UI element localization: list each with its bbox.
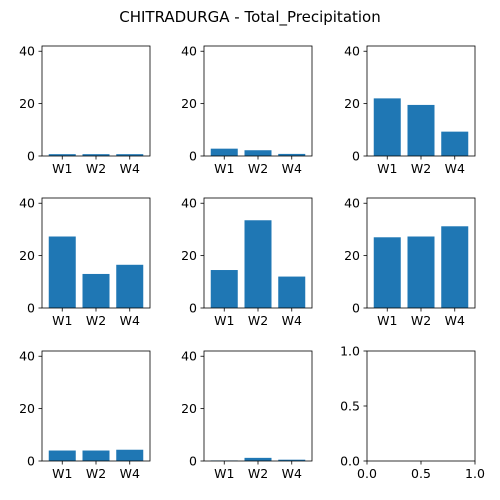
x-tick-label: W2 — [86, 161, 106, 176]
y-tick-label: 20 — [181, 96, 197, 111]
x-tick-label: W2 — [86, 313, 106, 328]
x-tick-label: W2 — [248, 313, 268, 328]
bar-w2 — [82, 450, 110, 461]
x-tick-label: W2 — [248, 161, 268, 176]
x-tick-label: W4 — [282, 161, 302, 176]
x-tick-label: W2 — [86, 466, 106, 481]
x-tick-label: W4 — [120, 466, 140, 481]
bar-w1 — [210, 270, 238, 308]
bar-w2 — [82, 273, 110, 308]
bar-w2 — [244, 150, 272, 156]
y-tick-label: 1.0 — [340, 344, 360, 359]
x-tick-label: W1 — [214, 313, 234, 328]
subplot-8: W1 W2 W4 0 20 40 — [181, 349, 313, 481]
y-tick-label: 40 — [181, 349, 197, 364]
x-tick-label: W1 — [214, 161, 234, 176]
x-tick-label: 1.0 — [465, 466, 485, 481]
bar-w2 — [407, 236, 435, 308]
figure-title: CHITRADURGA - Total_Precipitation — [119, 8, 381, 27]
x-tick-label: W4 — [120, 313, 140, 328]
subplot-2: W1 W2 W4 0 20 40 — [181, 44, 313, 176]
bar-w1 — [210, 148, 238, 156]
axes-frame — [41, 197, 151, 309]
y-tick-label: 40 — [181, 44, 197, 59]
y-tick-label: 20 — [344, 96, 360, 111]
y-tick-label: 0.0 — [340, 454, 360, 469]
y-tick-label: 0 — [189, 149, 197, 164]
bar-w4 — [278, 459, 306, 461]
x-tick-label: W1 — [214, 466, 234, 481]
bar-w1 — [373, 237, 401, 308]
x-tick-label: W2 — [411, 161, 431, 176]
x-tick-label: W4 — [445, 313, 465, 328]
bar-w1 — [48, 154, 76, 156]
y-tick-label: 20 — [19, 401, 35, 416]
y-tick-label: 20 — [19, 248, 35, 263]
y-tick-label: 40 — [19, 196, 35, 211]
x-tick-label: W4 — [282, 313, 302, 328]
y-tick-label: 20 — [19, 96, 35, 111]
x-tick-label: W1 — [377, 161, 397, 176]
bar-w1 — [48, 450, 76, 461]
bar-w4 — [278, 153, 306, 156]
axes-frame — [203, 197, 313, 309]
y-tick-label: 20 — [181, 248, 197, 263]
subplot-7: W1 W2 W4 0 20 40 — [19, 349, 151, 481]
y-tick-label: 0 — [352, 149, 360, 164]
x-tick-label: W4 — [445, 161, 465, 176]
x-tick-label: W2 — [248, 466, 268, 481]
bar-w2 — [244, 220, 272, 308]
y-tick-label: 40 — [344, 196, 360, 211]
x-tick-label: 0.0 — [357, 466, 377, 481]
subplot-9: 0.0 0.5 1.0 0.0 0.5 1.0 — [340, 344, 485, 482]
subplot-6: W1 W2 W4 0 20 40 — [344, 196, 476, 328]
bar-w2 — [244, 457, 272, 461]
axes-frame — [203, 45, 313, 157]
subplot-1: W1 W2 W4 0 20 40 — [19, 44, 151, 176]
y-tick-label: 0 — [352, 301, 360, 316]
y-tick-label: 0 — [189, 454, 197, 469]
y-tick-label: 40 — [19, 44, 35, 59]
x-tick-label: W4 — [282, 466, 302, 481]
subplot-grid: W1 W2 W4 0 20 40 W1 W2 W4 0 20 40 W1 W2 W4 0 20 40 W1 W2 W4 0… — [19, 44, 485, 481]
x-tick-label: W1 — [52, 313, 72, 328]
y-tick-label: 40 — [19, 349, 35, 364]
y-tick-label: 20 — [344, 248, 360, 263]
bar-w1 — [373, 98, 401, 156]
axes-frame — [366, 350, 476, 462]
bar-w4 — [116, 154, 144, 156]
y-tick-label: 0 — [27, 301, 35, 316]
axes-frame — [366, 45, 476, 157]
x-tick-label: W1 — [377, 313, 397, 328]
bar-w4 — [116, 449, 144, 461]
bar-w1 — [48, 236, 76, 308]
subplot-5: W1 W2 W4 0 20 40 — [181, 196, 313, 328]
subplot-4: W1 W2 W4 0 20 40 — [19, 196, 151, 328]
axes-frame — [203, 350, 313, 462]
bar-w4 — [278, 276, 306, 308]
bar-w4 — [441, 131, 469, 156]
x-tick-label: W4 — [120, 161, 140, 176]
axes-frame — [366, 197, 476, 309]
y-tick-label: 40 — [181, 196, 197, 211]
bar-w2 — [82, 154, 110, 156]
x-tick-label: W2 — [411, 313, 431, 328]
y-tick-label: 0 — [27, 149, 35, 164]
y-tick-label: 0 — [189, 301, 197, 316]
x-tick-label: 0.5 — [411, 466, 431, 481]
y-tick-label: 0.5 — [340, 399, 360, 414]
bar-w4 — [441, 226, 469, 308]
subplot-3: W1 W2 W4 0 20 40 — [344, 44, 476, 176]
x-tick-label: W1 — [52, 466, 72, 481]
axes-frame — [41, 45, 151, 157]
bar-w2 — [407, 104, 435, 156]
bar-w4 — [116, 264, 144, 308]
y-tick-label: 0 — [27, 454, 35, 469]
x-tick-label: W1 — [52, 161, 72, 176]
y-tick-label: 40 — [344, 44, 360, 59]
axes-frame — [41, 350, 151, 462]
y-tick-label: 20 — [181, 401, 197, 416]
